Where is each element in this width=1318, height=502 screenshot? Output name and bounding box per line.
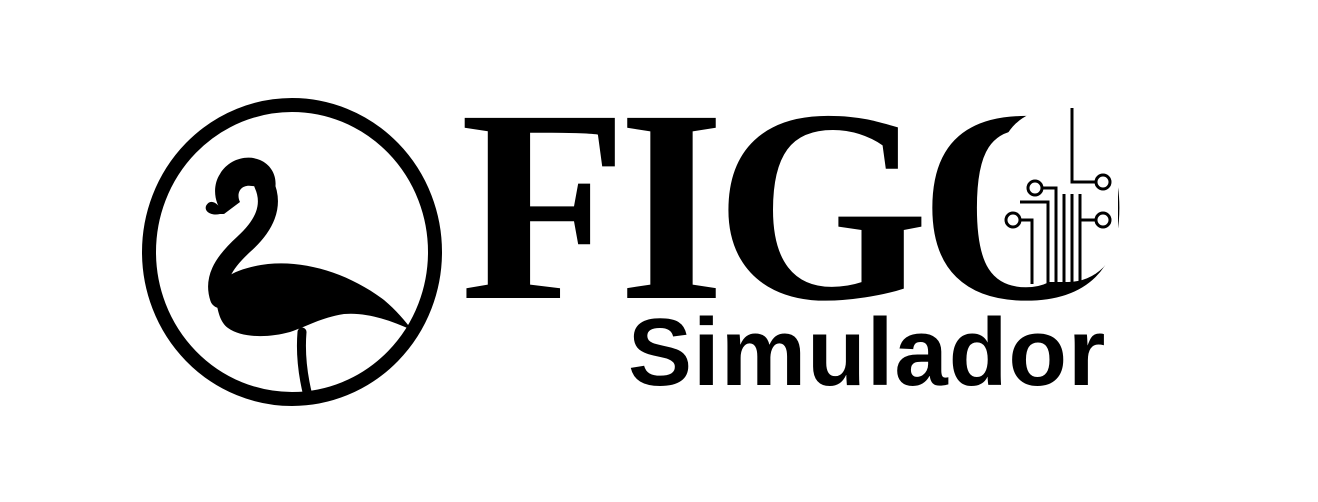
flamingo-icon — [205, 157, 412, 401]
flamingo-emblem — [142, 98, 442, 406]
figo-wordmark: FIGO — [460, 70, 1133, 310]
emblem-ring — [142, 98, 442, 406]
subtitle-text: Simulador — [628, 299, 1107, 406]
circuit-icon — [1000, 108, 1118, 284]
